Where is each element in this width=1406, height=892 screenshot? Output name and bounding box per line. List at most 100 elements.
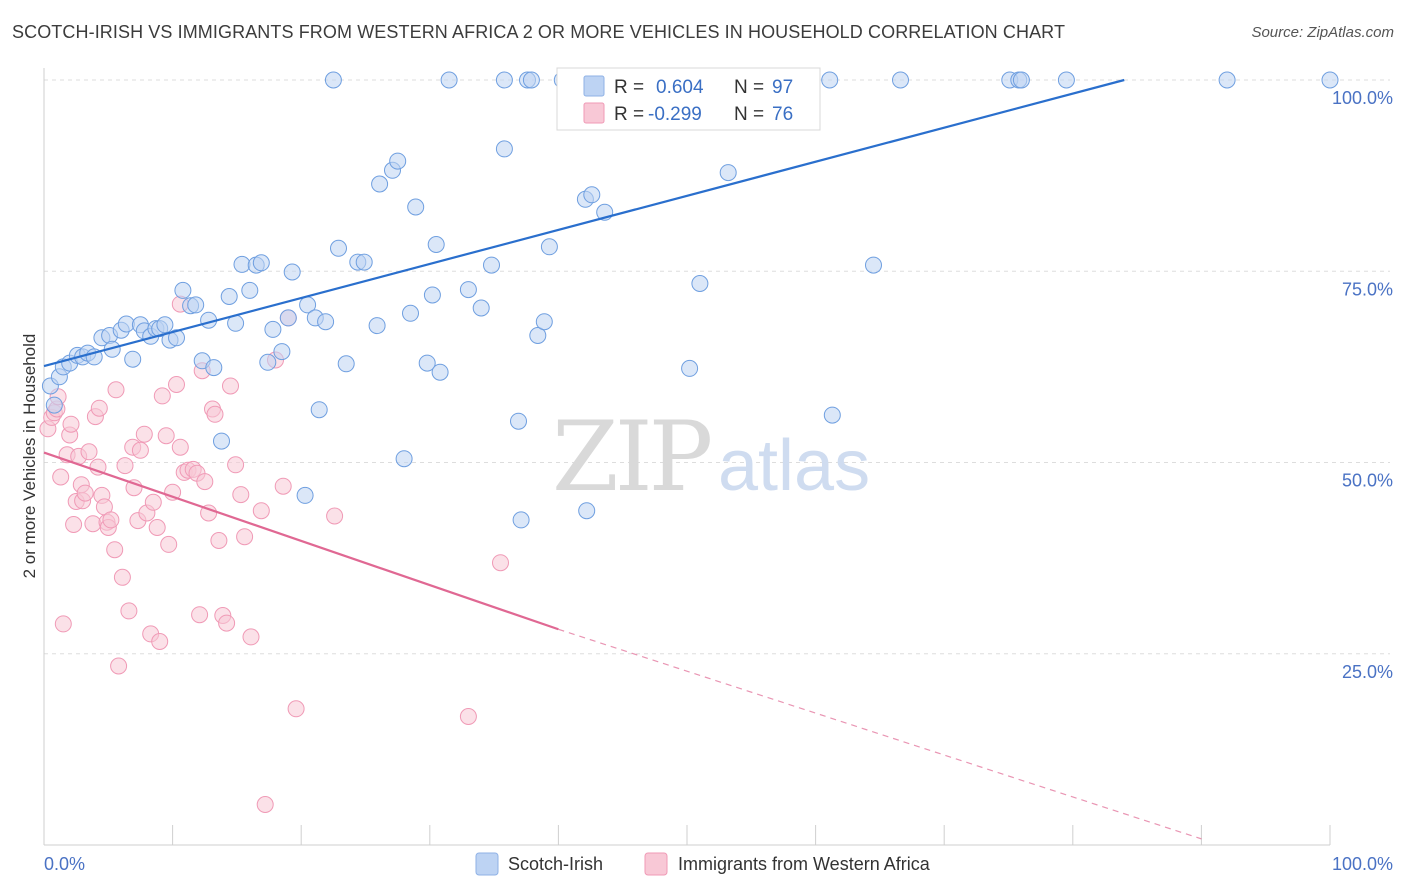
scotch-irish-point xyxy=(1012,71,1030,89)
scotch-irish-point xyxy=(529,327,547,344)
legend-r-value-1: 0.604 xyxy=(656,77,704,98)
scotch-irish-point xyxy=(522,71,540,89)
scotch-irish-point xyxy=(423,286,441,304)
western-africa-point xyxy=(151,633,169,650)
western-africa-point xyxy=(256,796,274,813)
western-africa-point xyxy=(120,602,138,620)
western-africa-point xyxy=(52,468,70,486)
scotch-irish-point xyxy=(418,354,436,372)
western-africa-trendline-extension xyxy=(558,628,1202,840)
western-africa-point xyxy=(84,515,102,533)
scotch-irish-point xyxy=(892,71,909,89)
scotch-irish-point xyxy=(823,406,841,424)
western-africa-point xyxy=(227,456,245,474)
scotch-irish-point xyxy=(535,313,553,331)
legend-swatch-scotch-irish xyxy=(583,75,605,97)
scotch-irish-point xyxy=(259,353,277,371)
scotch-irish-point xyxy=(213,432,230,450)
y-tick-labels: 25.0% 50.0% 75.0% 100.0% xyxy=(1332,88,1393,682)
scotch-irish-point xyxy=(583,186,601,204)
western-africa-point xyxy=(287,700,305,718)
scotch-irish-point xyxy=(264,320,282,338)
western-africa-point xyxy=(62,415,80,433)
scotch-irish-point xyxy=(495,140,513,158)
western-africa-point xyxy=(54,615,72,633)
scotch-irish-point xyxy=(578,502,596,520)
scotch-irish-point xyxy=(205,359,223,377)
x-tick-label-max: 100.0% xyxy=(1332,854,1393,874)
series-legend: Scotch-Irish Immigrants from Western Afr… xyxy=(475,852,931,876)
western-africa-point xyxy=(191,606,209,624)
legend-r-label-1: R = xyxy=(614,77,644,98)
scotch-irish-point xyxy=(389,152,407,170)
legend-n-value-1: 97 xyxy=(772,77,793,98)
scotch-irish-point xyxy=(330,239,347,257)
western-africa-trendline xyxy=(43,451,559,631)
western-africa-point xyxy=(116,457,134,475)
scotch-irish-point xyxy=(156,316,174,334)
scotch-irish-point xyxy=(296,486,314,504)
scotch-irish-point xyxy=(691,275,709,292)
scotch-irish-point xyxy=(241,281,259,299)
legend-n-value-2: 76 xyxy=(772,104,793,125)
y-axis-label: 2 or more Vehicles in Household xyxy=(20,334,39,579)
series-legend-swatch-scotch-irish xyxy=(475,852,499,876)
western-africa-point xyxy=(153,387,171,405)
watermark-atlas: atlas xyxy=(718,426,870,506)
western-africa-point xyxy=(131,441,149,459)
legend-n-label-2: N = xyxy=(734,104,764,125)
gridlines xyxy=(44,79,1390,655)
chart-source: Source: ZipAtlas.com xyxy=(1251,24,1394,41)
legend-r-label-2: R = xyxy=(614,104,644,125)
scotch-irish-point xyxy=(459,281,477,299)
legend-r-value-2: -0.299 xyxy=(648,104,702,125)
western-africa-point xyxy=(222,377,239,395)
scotch-irish-point xyxy=(117,315,135,333)
scotch-irish-point xyxy=(273,343,291,361)
scotch-irish-point xyxy=(355,253,373,271)
western-africa-point xyxy=(168,376,185,393)
western-africa-point xyxy=(76,484,94,502)
scotch-irish-trendline xyxy=(43,78,1125,368)
scotch-irish-point xyxy=(368,317,386,335)
y-tick-label: 100.0% xyxy=(1332,88,1393,108)
western-africa-point xyxy=(236,528,254,546)
scotch-irish-point xyxy=(540,238,558,256)
western-africa-point xyxy=(242,628,260,646)
western-africa-point xyxy=(274,477,292,495)
western-africa-point xyxy=(90,399,108,417)
western-africa-point xyxy=(135,425,153,443)
scotch-irish-point xyxy=(317,313,335,331)
scotch-irish-point xyxy=(45,396,63,414)
western-africa-point xyxy=(492,554,509,572)
scotch-irish-point xyxy=(168,329,185,347)
y-tick-label: 75.0% xyxy=(1342,279,1393,299)
scotch-irish-point xyxy=(324,71,342,89)
legend-n-label-1: N = xyxy=(734,77,764,98)
scotch-irish-point xyxy=(431,363,449,381)
western-africa-point xyxy=(157,427,175,445)
scotch-irish-point xyxy=(187,296,205,314)
scotch-irish-point xyxy=(220,288,238,305)
scotch-irish-point xyxy=(681,359,699,377)
scotch-irish-point xyxy=(283,263,301,281)
scotch-irish-point xyxy=(440,71,458,89)
scotch-irish-point xyxy=(124,350,142,368)
scotch-irish-point xyxy=(821,71,839,89)
western-africa-point xyxy=(196,473,214,491)
western-africa-point xyxy=(210,532,228,549)
western-africa-point xyxy=(459,708,477,725)
western-africa-point xyxy=(110,657,128,675)
scotch-irish-point xyxy=(371,175,389,193)
scotch-irish-point xyxy=(510,412,527,430)
western-africa-point xyxy=(171,438,189,456)
scotch-irish-point xyxy=(483,256,500,274)
watermark: ZIP atlas xyxy=(552,401,870,513)
western-africa-point xyxy=(232,486,250,504)
western-africa-point xyxy=(113,568,131,586)
y-tick-label: 25.0% xyxy=(1342,662,1393,682)
western-africa-point xyxy=(252,502,270,520)
scotch-irish-point xyxy=(495,71,513,89)
scotch-irish-point xyxy=(427,236,445,253)
